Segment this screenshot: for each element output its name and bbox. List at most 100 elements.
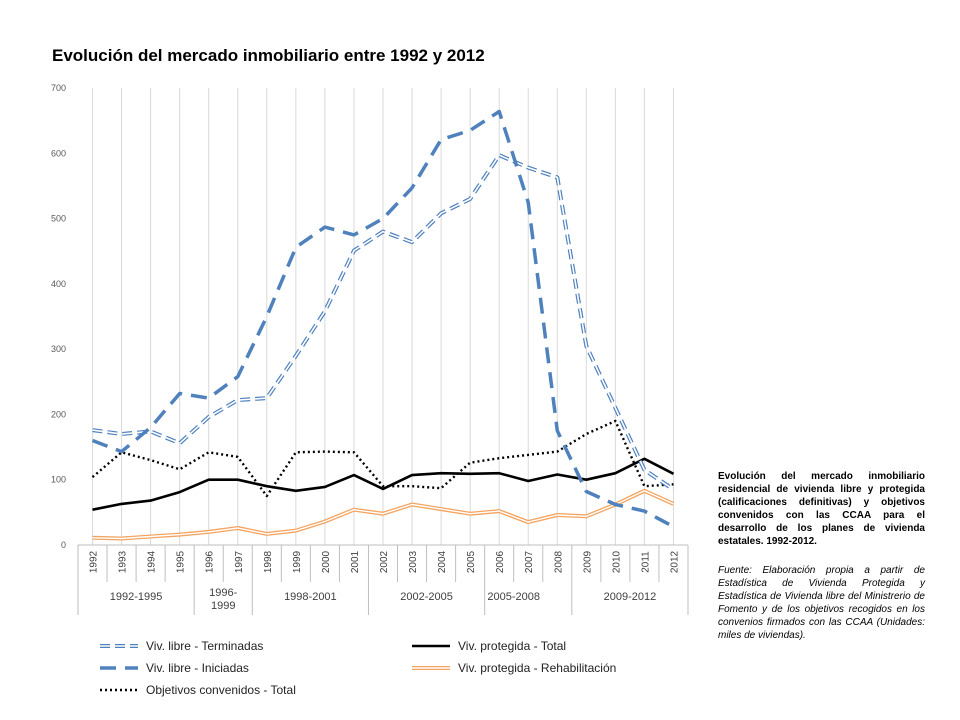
series-viv-protegida-rehabilitacion [91, 488, 675, 541]
data-point-viv-libre-iniciadas-2010 [614, 503, 617, 506]
data-point-objetivos-convenidos-total-2004 [440, 487, 443, 490]
data-point-viv-protegida-rehabilitacion-1997 [236, 527, 239, 530]
x-tick-label-2006: 2006 [495, 550, 506, 573]
data-point-viv-libre-iniciadas-2011 [643, 510, 646, 513]
data-point-viv-protegida-total-1993 [120, 502, 123, 505]
series-line-viv-protegida-total [92, 457, 675, 511]
data-point-viv-libre-terminadas-1996 [207, 416, 210, 419]
data-point-viv-libre-terminadas-1993 [120, 433, 123, 436]
data-point-viv-protegida-total-1994 [149, 499, 152, 502]
data-point-viv-libre-terminadas-2002 [382, 230, 385, 233]
data-point-viv-libre-terminadas-1992 [91, 429, 94, 432]
data-point-objetivos-convenidos-total-1992 [91, 476, 94, 479]
series-lines [91, 109, 675, 541]
data-point-viv-libre-terminadas-1997 [236, 399, 239, 402]
x-tick-label-2011: 2011 [640, 551, 651, 573]
data-point-viv-libre-iniciadas-2004 [440, 138, 443, 141]
data-point-viv-protegida-rehabilitacion-1993 [120, 537, 123, 540]
x-tick-label-2010: 2010 [611, 550, 622, 573]
chart-description: Evolución del mercado inmobiliario resid… [718, 471, 925, 547]
data-point-viv-protegida-rehabilitacion-2006 [498, 510, 501, 513]
data-point-viv-protegida-rehabilitacion-1998 [265, 532, 268, 535]
data-point-viv-protegida-rehabilitacion-2008 [556, 514, 559, 517]
data-point-viv-libre-terminadas-2006 [498, 154, 501, 157]
x-tick-label-2003: 2003 [408, 550, 419, 573]
x-tick-label-2009: 2009 [582, 550, 593, 573]
data-point-viv-libre-terminadas-1994 [149, 430, 152, 433]
y-tick-label: 0 [61, 540, 66, 550]
data-point-viv-protegida-total-2006 [498, 472, 501, 475]
x-tick-label-2002: 2002 [379, 550, 390, 573]
data-point-viv-libre-terminadas-2001 [353, 249, 356, 252]
data-point-objetivos-convenidos-total-2011 [643, 485, 646, 488]
data-point-viv-libre-iniciadas-2001 [353, 233, 356, 236]
legend-item-viv-protegida-total: Viv. protegida - Total [412, 639, 566, 653]
x-axis: 1992 1993 1994 1995 1996 1997 1998 1999 2000 2001… [77, 544, 689, 615]
data-point-viv-protegida-total-2012 [672, 472, 675, 475]
legend-label-viv-protegida-total: Viv. protegida - Total [458, 639, 566, 653]
data-point-viv-protegida-total-2000 [323, 485, 326, 488]
data-point-viv-libre-iniciadas-1995 [178, 392, 181, 395]
y-tick-label: 700 [51, 83, 66, 93]
y-tick-label: 100 [51, 475, 66, 485]
data-point-objetivos-convenidos-total-2009 [585, 433, 588, 436]
legend-label-viv-libre-terminadas: Viv. libre - Terminadas [146, 639, 263, 653]
data-point-viv-protegida-rehabilitacion-1995 [178, 533, 181, 536]
period-label: 1992-1995 [110, 591, 163, 603]
data-point-viv-libre-iniciadas-2012 [672, 525, 675, 528]
data-point-objetivos-convenidos-total-2001 [353, 451, 356, 454]
data-point-objetivos-convenidos-total-1999 [294, 451, 297, 454]
x-tick-label-2008: 2008 [553, 550, 564, 573]
data-point-viv-protegida-rehabilitacion-1992 [91, 536, 94, 539]
series-line-viv-libre-iniciadas [91, 109, 675, 529]
x-tick-label-1997: 1997 [234, 550, 245, 573]
data-point-objetivos-convenidos-total-2000 [323, 450, 326, 453]
data-point-viv-libre-iniciadas-2009 [585, 490, 588, 493]
data-point-viv-libre-iniciadas-2008 [556, 429, 559, 432]
x-tick-label-2000: 2000 [321, 550, 332, 573]
period-label: 1996-1999 [209, 587, 237, 612]
data-point-objetivos-convenidos-total-2010 [614, 420, 617, 423]
data-point-viv-protegida-total-1997 [236, 478, 239, 481]
data-point-viv-protegida-rehabilitacion-2011 [643, 489, 646, 492]
period-label: 2002-2005 [400, 591, 453, 603]
data-point-viv-libre-iniciadas-1992 [91, 439, 94, 442]
data-point-viv-protegida-total-2010 [614, 472, 617, 475]
data-point-viv-protegida-rehabilitacion-2012 [672, 502, 675, 505]
data-point-viv-protegida-rehabilitacion-1994 [149, 535, 152, 538]
data-point-objetivos-convenidos-total-2003 [411, 485, 414, 488]
data-point-viv-protegida-total-2011 [643, 457, 646, 460]
data-point-viv-libre-terminadas-2012 [672, 488, 675, 491]
x-tick-label-1996: 1996 [205, 550, 216, 573]
data-point-objetivos-convenidos-total-2002 [382, 485, 385, 488]
data-point-viv-protegida-total-1996 [207, 478, 210, 481]
data-point-viv-protegida-total-2008 [556, 473, 559, 476]
x-tick-label-1992: 1992 [89, 550, 100, 573]
data-point-viv-protegida-total-2005 [469, 472, 472, 475]
period-label-line: 2005-2008 [487, 591, 540, 603]
data-point-viv-protegida-total-1995 [178, 491, 181, 494]
y-tick-label: 200 [51, 409, 66, 419]
data-point-viv-libre-iniciadas-2007 [527, 201, 530, 204]
chart-title: Evolución del mercado inmobiliario entre… [52, 46, 485, 65]
data-point-objetivos-convenidos-total-1994 [149, 459, 152, 462]
legend: Viv. libre - Terminadas Viv. protegida - … [100, 639, 616, 697]
legend-item-viv-libre-iniciadas: Viv. libre - Iniciadas [100, 661, 249, 675]
data-point-objetivos-convenidos-total-1995 [178, 468, 181, 471]
data-point-viv-protegida-rehabilitacion-2003 [411, 503, 414, 506]
data-point-objetivos-convenidos-total-2005 [469, 461, 472, 464]
data-point-viv-protegida-rehabilitacion-2007 [527, 521, 530, 524]
data-point-viv-protegida-rehabilitacion-2002 [382, 512, 385, 515]
data-point-viv-libre-iniciadas-2003 [411, 186, 414, 189]
data-point-objetivos-convenidos-total-1998 [265, 495, 268, 498]
period-label-line: 1998-2001 [284, 591, 337, 603]
data-point-viv-libre-terminadas-2003 [411, 241, 414, 244]
y-tick-label: 600 [51, 148, 66, 158]
x-tick-label-2004: 2004 [437, 550, 448, 573]
y-tick-label: 400 [51, 279, 66, 289]
data-point-viv-libre-iniciadas-1998 [265, 315, 268, 318]
data-point-objetivos-convenidos-total-2006 [498, 457, 501, 460]
data-point-objetivos-convenidos-total-2012 [672, 483, 675, 486]
x-tick-label-2012: 2012 [669, 550, 680, 573]
x-tick-label-2001: 2001 [350, 550, 361, 573]
